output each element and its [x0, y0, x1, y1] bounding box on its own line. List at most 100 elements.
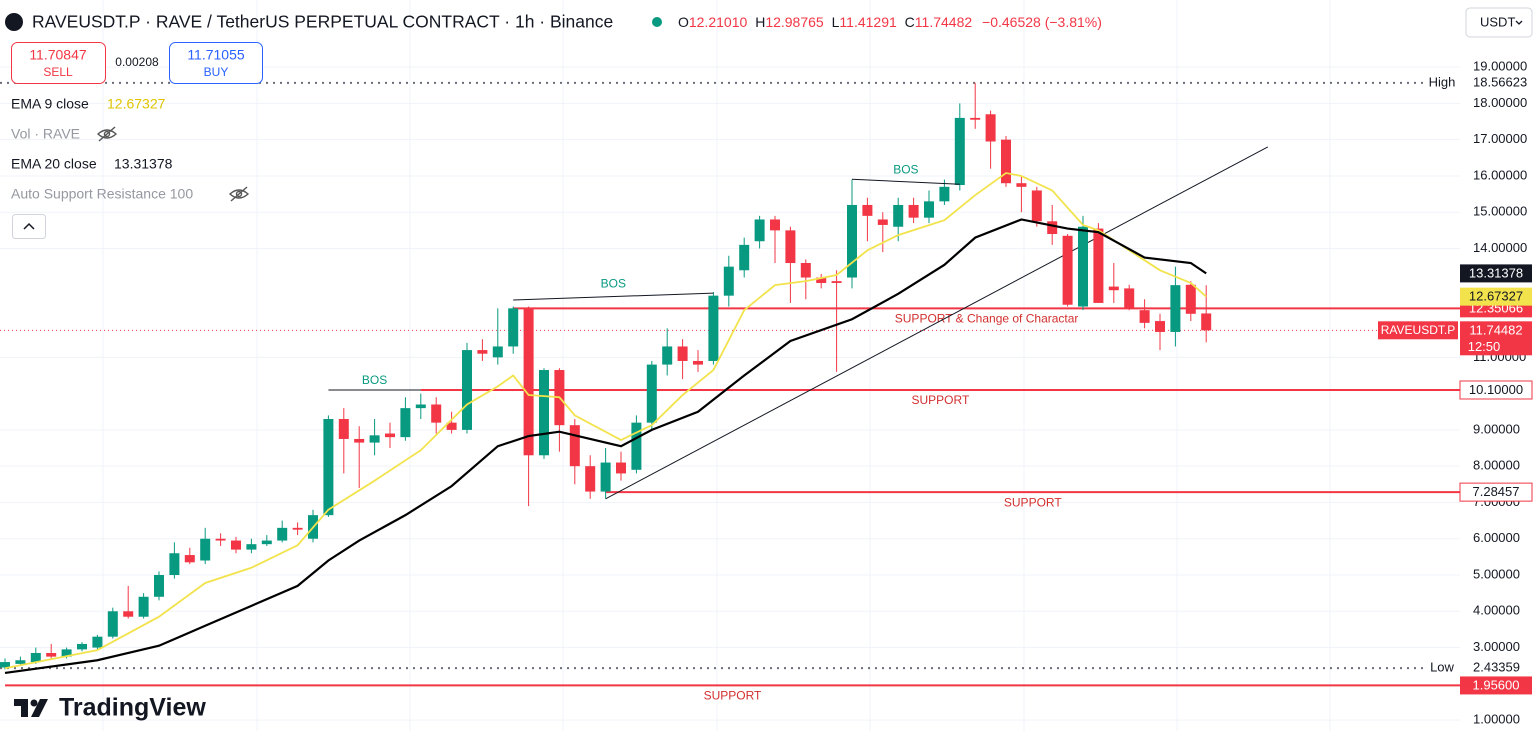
ohlc-change: −0.46528 (−3.81%) — [982, 14, 1102, 30]
candle-body — [292, 527, 303, 530]
buy-label[interactable]: BUY — [204, 65, 229, 79]
plot: SUPPORT & Change of Charactar SUPPORT SUPP… — [0, 66, 1460, 721]
extreme-text-bg — [1424, 659, 1458, 678]
indicator-name[interactable]: Vol · RAVE — [11, 126, 80, 142]
y-tick-label: 14.00000 — [1473, 240, 1527, 255]
candle-body — [877, 219, 888, 225]
candle-body — [662, 346, 673, 365]
indicator-name[interactable]: EMA 20 close — [11, 156, 97, 172]
y-tick-label: 5.00000 — [1473, 566, 1520, 581]
candle-body — [1093, 228, 1104, 303]
y-tick-label: 3.00000 — [1473, 639, 1520, 654]
ohlc-key: L — [832, 14, 840, 30]
candle-body — [1108, 286, 1119, 291]
candle-body — [92, 636, 103, 648]
candle-body — [369, 435, 380, 443]
candle-body — [1185, 284, 1196, 314]
bos-text: BOS — [601, 276, 626, 290]
price-axis — [1460, 0, 1540, 731]
candle-body — [385, 433, 395, 438]
candle-body — [77, 643, 87, 650]
y-tick-label: 15.00000 — [1473, 204, 1527, 219]
candle-body — [708, 295, 719, 361]
candle-body — [1016, 183, 1027, 187]
candle-body — [46, 653, 57, 657]
y-tick-label: 6.00000 — [1473, 530, 1520, 545]
candle-body — [939, 186, 950, 202]
ohlc-key: O — [678, 14, 689, 30]
extreme-value: 2.43359 — [1473, 660, 1520, 675]
candle-body — [107, 611, 118, 637]
collapse-button[interactable] — [12, 214, 46, 239]
y-tick-label: 9.00000 — [1473, 421, 1520, 436]
candle-body — [1047, 221, 1058, 234]
ema-label-bg — [1460, 264, 1532, 283]
candle-body — [1139, 310, 1150, 323]
brand-logo — [14, 699, 48, 717]
candle-body — [985, 114, 996, 142]
bos-line — [851, 178, 960, 185]
candle-body — [754, 219, 765, 242]
level-label-bg — [1459, 482, 1533, 502]
indicator-name[interactable]: EMA 9 close — [11, 96, 89, 112]
market-status — [652, 17, 662, 27]
level-label: 10.10000 — [1469, 382, 1523, 397]
candle-body — [739, 244, 750, 271]
candle-body — [539, 370, 549, 456]
candle-body — [492, 346, 503, 358]
buy-price[interactable]: 11.71055 — [187, 47, 245, 63]
y-tick-label: 8.00000 — [1473, 458, 1520, 473]
candle-body — [585, 466, 596, 492]
symbol-title[interactable]: RAVEUSDT.P · RAVE / TetherUS PERPETUAL C… — [32, 12, 613, 32]
candle-body — [1124, 288, 1135, 309]
candle-body — [169, 553, 180, 576]
candle-body — [1062, 235, 1073, 305]
ema-label-bg — [1460, 287, 1532, 306]
candle-body — [631, 422, 642, 470]
candle-body — [908, 204, 919, 218]
y-tick-label: 17.00000 — [1473, 131, 1527, 146]
candle-body — [1201, 313, 1212, 331]
candle-body — [785, 230, 796, 264]
candle-body — [30, 653, 41, 663]
ema-label: 12.67327 — [1469, 289, 1523, 304]
ohlc-value: 12.21010 — [689, 14, 748, 30]
candle-body — [508, 308, 519, 347]
extreme-text: Low — [1430, 660, 1454, 675]
candle-body — [677, 346, 688, 361]
last-price-bg — [1460, 321, 1532, 356]
sell-button[interactable] — [11, 42, 106, 84]
candle-body — [231, 540, 241, 550]
candle-body — [246, 544, 257, 550]
candle-body — [693, 360, 703, 365]
support-text: SUPPORT & Change of Charactar — [895, 312, 1079, 326]
candle-body — [154, 575, 164, 597]
candle-body — [215, 538, 226, 541]
ohlc-key: C — [905, 14, 915, 30]
buy-button[interactable] — [169, 42, 263, 84]
candle-body — [1170, 285, 1181, 332]
candle-body — [462, 350, 472, 430]
sell-label[interactable]: SELL — [43, 65, 73, 79]
sell-price[interactable]: 11.70847 — [29, 47, 87, 63]
hidden-icon[interactable] — [228, 186, 250, 202]
indicator-name[interactable]: Auto Support Resistance 100 — [11, 186, 193, 202]
extreme-text: High — [1429, 74, 1456, 89]
ema-line — [4, 172, 1207, 670]
symbol-label-bg — [1378, 321, 1458, 340]
candle-body — [924, 201, 934, 218]
symbol-icon[interactable] — [5, 13, 23, 31]
currency-label[interactable]: USDT — [1480, 14, 1515, 29]
currency-button[interactable] — [1465, 7, 1533, 38]
time-grid — [102, 0, 1331, 731]
indicator-value: 13.31378 — [114, 156, 173, 172]
candle-body — [446, 422, 457, 430]
y-tick-label: 19.00000 — [1473, 59, 1527, 74]
level-label: 7.28457 — [1473, 484, 1520, 499]
countdown: 12:50 — [1468, 339, 1501, 354]
hidden-icon[interactable] — [96, 126, 118, 142]
candle-body — [862, 204, 873, 216]
extreme-value: 18.56623 — [1473, 74, 1527, 89]
candle-body — [15, 660, 26, 664]
candle-body — [600, 462, 611, 492]
